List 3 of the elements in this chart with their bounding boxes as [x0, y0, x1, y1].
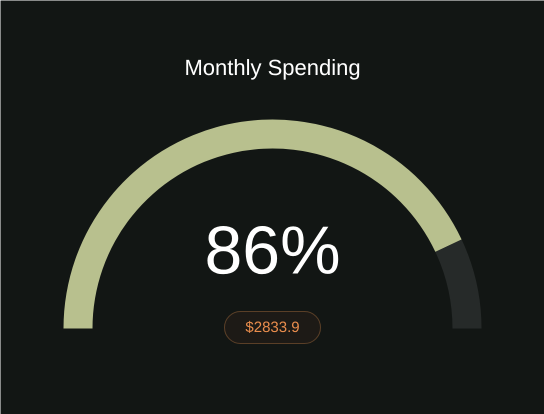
text: $2833.9: [245, 319, 300, 336]
chart-title: Monthly Spending: [184, 55, 361, 80]
data-label: 86%: [204, 212, 341, 288]
